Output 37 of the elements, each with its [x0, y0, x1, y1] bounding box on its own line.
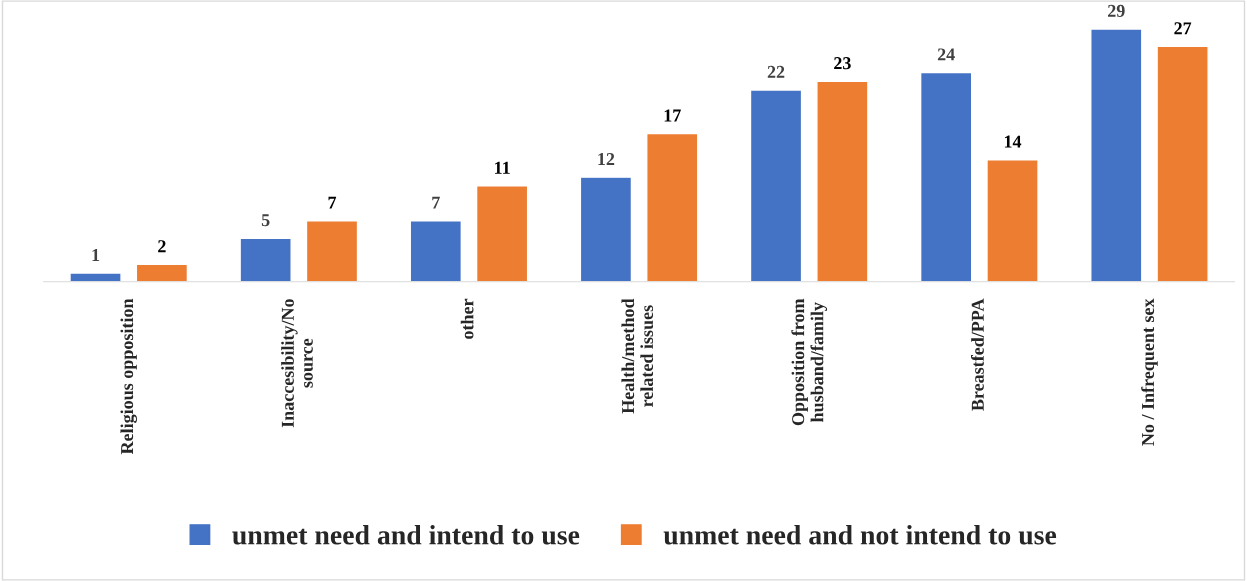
- data-label: 22: [767, 65, 785, 78]
- data-label: 14: [1004, 135, 1022, 148]
- bar: [409, 220, 463, 282]
- bar: [646, 132, 699, 282]
- x-tick-label: Religious opposition: [120, 298, 137, 455]
- bar: [305, 220, 359, 282]
- bar: [69, 272, 122, 282]
- data-label: 12: [598, 153, 615, 165]
- x-tick-label: No / Infrequent sex: [1141, 298, 1158, 446]
- x-tick-label: Health/method related issues: [621, 298, 654, 414]
- data-label: 1: [92, 248, 100, 261]
- bar: [816, 80, 869, 282]
- data-label: 7: [432, 196, 440, 209]
- bar: [986, 159, 1039, 282]
- bar: [579, 176, 633, 282]
- bar: [1090, 28, 1143, 282]
- data-label: 29: [1108, 4, 1125, 17]
- bar: [135, 263, 189, 282]
- bar: [475, 185, 529, 282]
- data-label: 5: [261, 214, 270, 227]
- bar: [239, 237, 292, 282]
- bar: [1156, 45, 1209, 282]
- data-label: 7: [328, 196, 337, 209]
- bar: [749, 89, 803, 282]
- legend-label: unmet need and intend to use: [232, 525, 580, 545]
- x-tick-label: Opposition from husband/family: [791, 298, 828, 426]
- x-tick-label: Breastfed/PPA: [970, 298, 984, 411]
- data-label: 24: [937, 48, 955, 61]
- data-label: 2: [158, 240, 166, 253]
- data-label: 11: [495, 161, 510, 174]
- bar: [919, 71, 973, 282]
- data-label: 17: [664, 109, 681, 122]
- data-label: 27: [1174, 22, 1192, 35]
- legend-label: unmet need and not intend to use: [663, 525, 1057, 545]
- data-label: 23: [834, 57, 851, 70]
- x-tick-label: Inaccesibility/No source: [281, 299, 313, 428]
- x-tick-label: other: [460, 298, 474, 339]
